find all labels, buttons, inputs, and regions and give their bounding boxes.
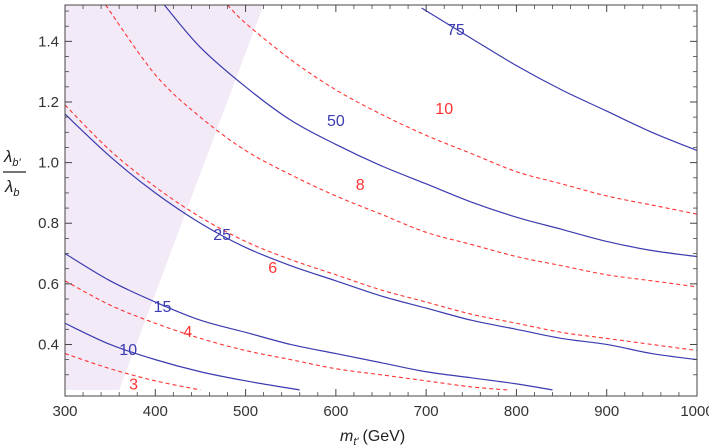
contour-label-dashed-6: 6 [268, 260, 277, 277]
y-tick-label: 1.2 [38, 94, 59, 111]
dashed-contour-4 [64, 280, 508, 391]
contour-label-solid-50: 50 [327, 113, 345, 130]
x-tick-label: 700 [414, 403, 439, 420]
x-tick-label: 900 [594, 403, 619, 420]
contour-label-solid-25: 25 [213, 227, 231, 244]
y-tick-label: 0.6 [38, 276, 59, 293]
x-tick-label: 500 [233, 403, 258, 420]
x-axis-label: mt' (GeV) [340, 428, 405, 448]
contour-label-solid-75: 75 [447, 22, 465, 39]
solid-contour-50 [163, 4, 698, 258]
contour-label-dashed-10: 10 [435, 101, 453, 118]
y-axis-label-denominator: λb [4, 177, 20, 199]
contour-label-dashed-4: 4 [183, 324, 192, 341]
dashed-contour-10 [227, 4, 698, 215]
plot-area [64, 4, 698, 391]
y-tick-label: 0.8 [38, 215, 59, 232]
dashed-contour-6 [64, 104, 698, 352]
y-axis-label-numerator: λb' [3, 147, 21, 169]
x-tick-label: 300 [52, 403, 77, 420]
y-tick-label: 0.4 [38, 336, 59, 353]
x-tick-label: 600 [323, 403, 348, 420]
contour-label-solid-10: 10 [119, 342, 137, 359]
contour-label-dashed-3: 3 [129, 376, 138, 393]
contour-labels: 10 15 25 50 75 3 4 6 8 10 [119, 22, 465, 393]
x-tick-label: 800 [504, 403, 529, 420]
dashed-contour-8 [105, 4, 698, 288]
x-tick-label: 400 [143, 403, 168, 420]
shaded-region [65, 5, 264, 390]
solid-contour-15 [64, 253, 553, 391]
y-tick-label: 1.4 [38, 33, 59, 50]
plot-frame [64, 4, 698, 397]
contour-label-dashed-8: 8 [356, 177, 365, 194]
contour-label-solid-15: 15 [154, 299, 172, 316]
dashed-contour-3 [64, 353, 201, 391]
solid-contour-25 [64, 113, 698, 361]
y-tick-label: 1.0 [38, 155, 59, 172]
solid-contour-75 [421, 7, 698, 152]
solid-contour-10 [64, 322, 300, 391]
